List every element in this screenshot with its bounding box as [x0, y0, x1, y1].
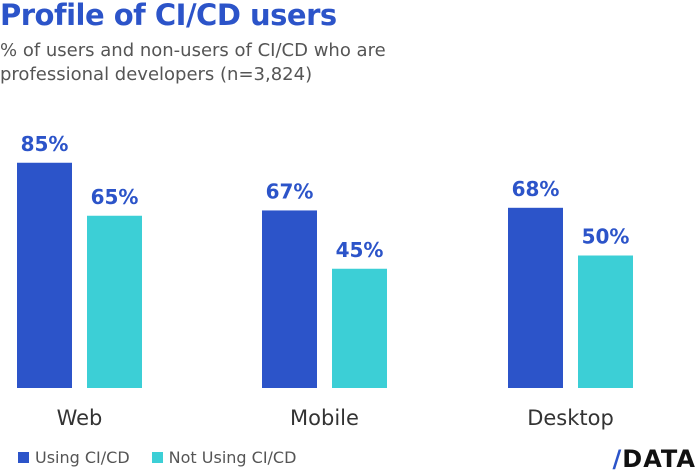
data-label: 67% — [266, 179, 314, 203]
category-label: Mobile — [290, 406, 359, 430]
bar-desktop-using — [508, 207, 563, 388]
data-label: 85% — [21, 132, 69, 156]
data-label: 50% — [582, 225, 630, 249]
chart-title: Profile of CI/CD users — [0, 0, 337, 32]
bar-web-using — [17, 162, 72, 388]
bar-mobile-using — [262, 210, 317, 388]
legend-label-not-using: Not Using CI/CD — [168, 448, 297, 467]
bar-chart: 85% 65% Web 67% 45% Mobile 68% 50% Desktop — [17, 132, 633, 430]
data-logo: /DATA — [613, 445, 696, 473]
legend-label-using: Using CI/CD — [35, 448, 130, 467]
data-label: 45% — [336, 238, 384, 262]
chart-subtitle: % of users and non-users of CI/CD who ar… — [0, 40, 386, 85]
category-label: Web — [57, 406, 103, 430]
category-label: Desktop — [527, 406, 614, 430]
bar-desktop-not-using — [578, 255, 633, 388]
data-label: 68% — [512, 177, 560, 201]
logo-slash: / — [612, 445, 623, 473]
legend-item-using: Using CI/CD — [18, 448, 130, 467]
bar-mobile-not-using — [332, 268, 387, 388]
logo-text: DATA — [622, 445, 696, 473]
legend-item-not-using: Not Using CI/CD — [151, 448, 297, 467]
legend-swatch-using — [18, 452, 29, 463]
legend-swatch-not-using — [151, 452, 163, 463]
data-label: 65% — [91, 185, 139, 209]
legend: Using CI/CD Not Using CI/CD — [18, 448, 296, 467]
bar-web-not-using — [87, 215, 142, 388]
